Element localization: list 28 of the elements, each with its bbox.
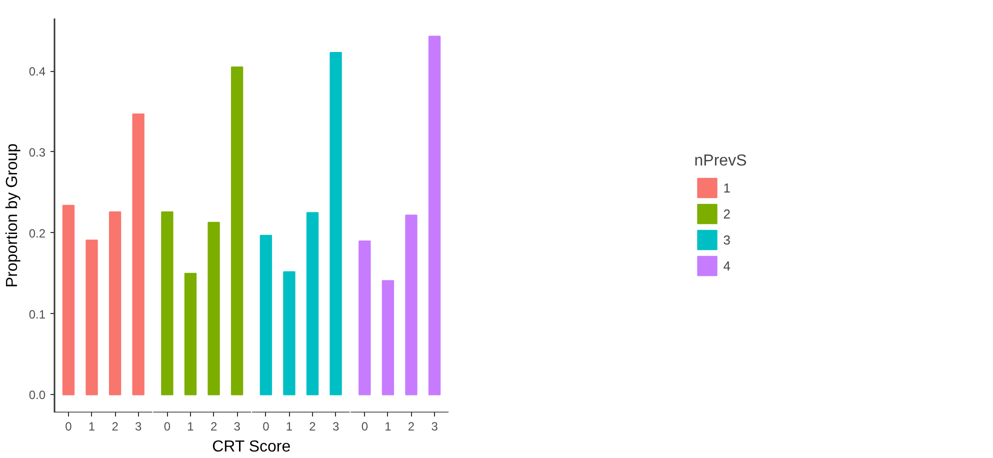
- y-axis-title: Proportion by Group: [4, 143, 21, 288]
- x-tick-label: 0: [164, 420, 171, 434]
- legend-label: 1: [723, 180, 732, 195]
- x-tick-label: 3: [431, 420, 438, 434]
- y-tick-label: 0.0: [28, 388, 46, 402]
- legend-title: nPrevS: [694, 152, 747, 170]
- x-tick-label: 3: [332, 420, 340, 434]
- legend-label: 3: [723, 232, 732, 247]
- x-tick-label: 3: [134, 420, 142, 434]
- legend-label: 4: [723, 258, 732, 273]
- y-tick-label: 0.4: [28, 64, 46, 79]
- y-tick-label: 0.2: [28, 226, 46, 240]
- x-tick-label: 3: [234, 420, 241, 434]
- x-tick-label: 0: [361, 420, 368, 434]
- x-axis-title: CRT Score: [212, 438, 291, 456]
- x-tick-label: 0: [262, 420, 270, 434]
- y-tick-label: 0.3: [28, 145, 46, 160]
- x-tick-label: 1: [286, 420, 293, 434]
- y-tick-label: 0.1: [28, 307, 46, 322]
- x-tick-label: 2: [408, 420, 415, 434]
- x-tick-label: 2: [309, 420, 316, 434]
- x-tick-label: 2: [210, 420, 218, 434]
- x-tick-label: 1: [187, 420, 194, 434]
- x-tick-label: 0: [65, 420, 72, 434]
- x-tick-label: 1: [384, 420, 392, 434]
- x-tick-label: 2: [112, 420, 119, 434]
- legend-label: 2: [723, 206, 732, 221]
- x-tick-label: 1: [88, 420, 96, 434]
